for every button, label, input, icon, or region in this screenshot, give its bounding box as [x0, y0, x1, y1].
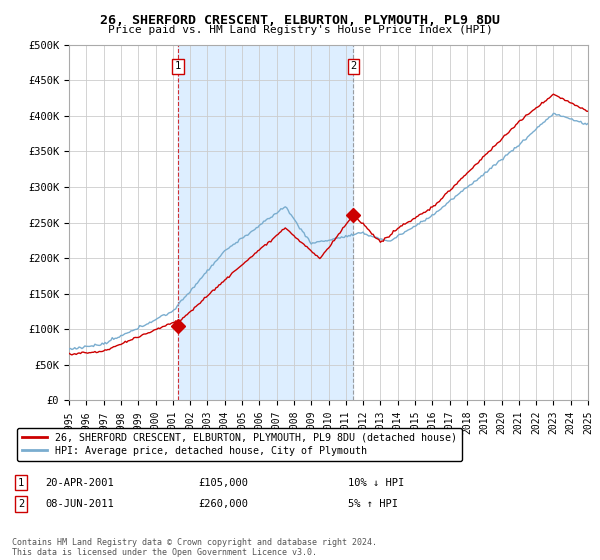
Text: 26, SHERFORD CRESCENT, ELBURTON, PLYMOUTH, PL9 8DU: 26, SHERFORD CRESCENT, ELBURTON, PLYMOUT…: [100, 14, 500, 27]
Text: 2: 2: [18, 499, 24, 509]
Text: 2: 2: [350, 61, 356, 71]
Text: 5% ↑ HPI: 5% ↑ HPI: [348, 499, 398, 509]
Text: Contains HM Land Registry data © Crown copyright and database right 2024.
This d: Contains HM Land Registry data © Crown c…: [12, 538, 377, 557]
Legend: 26, SHERFORD CRESCENT, ELBURTON, PLYMOUTH, PL9 8DU (detached house), HPI: Averag: 26, SHERFORD CRESCENT, ELBURTON, PLYMOUT…: [17, 428, 462, 461]
Text: 10% ↓ HPI: 10% ↓ HPI: [348, 478, 404, 488]
Text: 1: 1: [175, 61, 181, 71]
Text: 20-APR-2001: 20-APR-2001: [45, 478, 114, 488]
Text: 1: 1: [18, 478, 24, 488]
Bar: [178, 45, 353, 400]
Text: Price paid vs. HM Land Registry's House Price Index (HPI): Price paid vs. HM Land Registry's House …: [107, 25, 493, 35]
Text: £105,000: £105,000: [198, 478, 248, 488]
Text: 08-JUN-2011: 08-JUN-2011: [45, 499, 114, 509]
Text: £260,000: £260,000: [198, 499, 248, 509]
